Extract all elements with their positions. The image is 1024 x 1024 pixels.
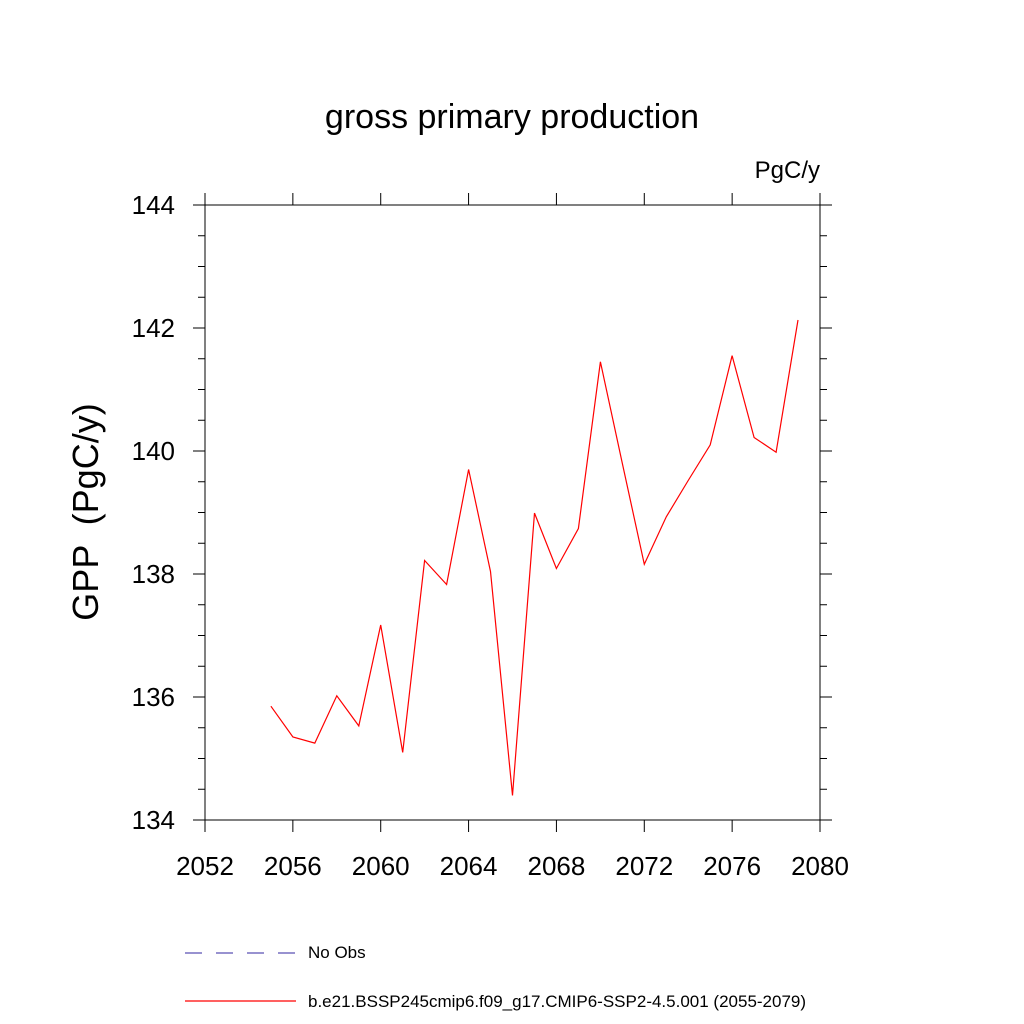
- y-tick-label: 138: [132, 559, 175, 589]
- x-tick-label: 2068: [528, 851, 586, 881]
- plot-frame: [204, 204, 821, 821]
- y-tick-label: 136: [132, 682, 175, 712]
- x-tick-label: 2076: [703, 851, 761, 881]
- x-tick-label: 2072: [615, 851, 673, 881]
- series-line: [270, 319, 799, 796]
- x-tick-label: 2056: [264, 851, 322, 881]
- y-tick-label: 140: [132, 436, 175, 466]
- x-tick-label: 2052: [176, 851, 234, 881]
- series-lines: [270, 319, 799, 796]
- y-tick-label: 134: [132, 805, 175, 835]
- chart-title: gross primary production: [324, 98, 700, 136]
- units-label: PgC/y: [754, 157, 820, 184]
- tick-labels: 134 136 138 140 142 144 2052 2056 2060 2064 2068 20…: [132, 190, 849, 881]
- legend-swatches: [185, 952, 296, 1002]
- x-tick-label: 2060: [352, 851, 410, 881]
- x-tick-label: 2064: [440, 851, 498, 881]
- axis-ticks: [193, 193, 832, 832]
- x-tick-label: 2080: [791, 851, 849, 881]
- axes: [204, 204, 821, 821]
- y-tick-label: 142: [132, 313, 175, 343]
- y-tick-label: 144: [132, 190, 175, 220]
- legend-label-model-run: b.e21.BSSP245cmip6.f09_g17.CMIP6-SSP2-4.…: [308, 992, 807, 1011]
- legend-label-no-obs: No Obs: [308, 943, 366, 962]
